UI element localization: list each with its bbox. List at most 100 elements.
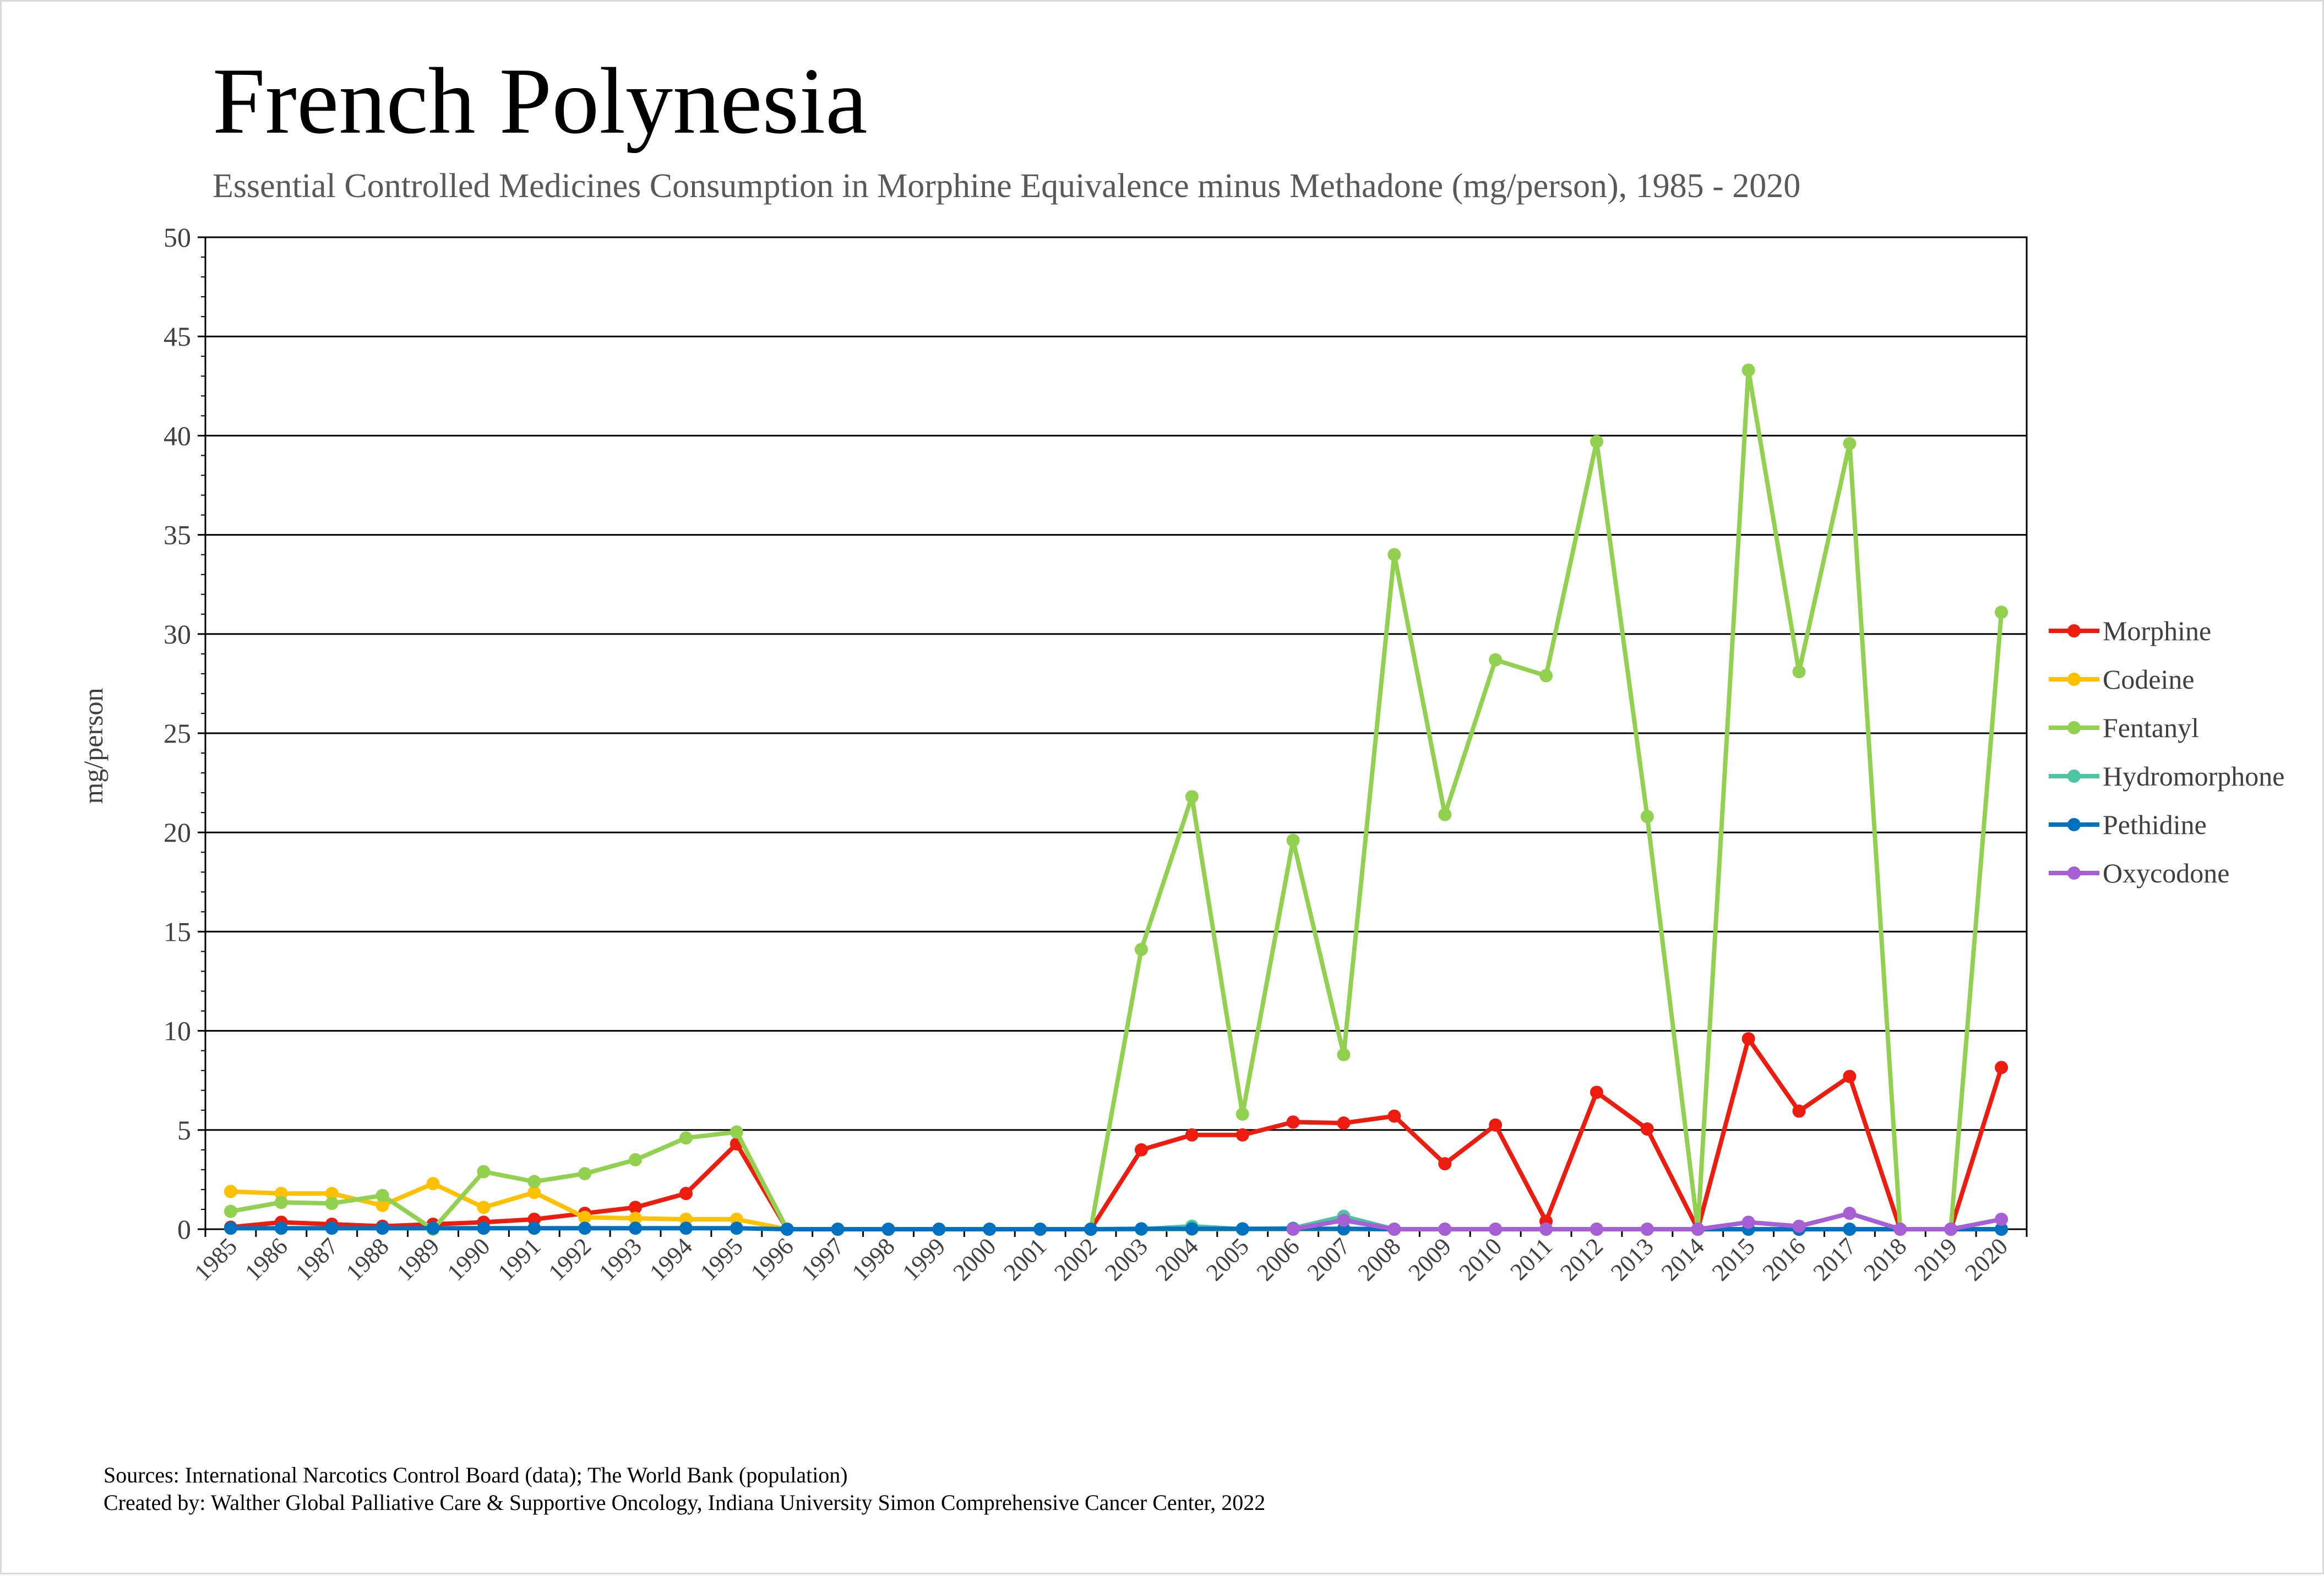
x-tick-label: 2018: [1858, 1233, 1912, 1286]
data-point: [1792, 1219, 1806, 1233]
x-tick-label: 1987: [290, 1233, 344, 1286]
data-point: [1236, 1222, 1249, 1236]
x-tick-label: 2005: [1201, 1233, 1254, 1286]
data-point: [477, 1201, 491, 1214]
data-point: [730, 1125, 743, 1139]
x-tick-label: 2008: [1353, 1233, 1406, 1286]
legend-entry-hydromorphone: Hydromorphone: [2049, 761, 2285, 792]
chart-title: French Polynesia: [213, 49, 867, 154]
x-tick-label: 1990: [442, 1233, 496, 1286]
data-point: [1084, 1223, 1098, 1236]
y-tick-label: 35: [164, 520, 191, 550]
y-tick-labels: 0 5 10 15 20 25 30 35 40 45 50: [164, 222, 191, 1245]
data-point: [730, 1221, 743, 1235]
x-tick-label: 2009: [1403, 1233, 1456, 1286]
data-point: [325, 1197, 339, 1210]
data-point: [1792, 1104, 1806, 1118]
data-point: [1843, 437, 1857, 450]
legend-entry-fentanyl: Fentanyl: [2049, 712, 2199, 743]
x-tick-label: 1985: [189, 1233, 242, 1286]
data-point: [578, 1167, 592, 1181]
series-line: [228, 1226, 2004, 1231]
data-point: [629, 1153, 643, 1166]
data-point: [1590, 435, 1603, 449]
x-tick-label: 2016: [1757, 1233, 1811, 1286]
x-tick-label: 1989: [391, 1233, 445, 1286]
legend-entry-oxycodone: Oxycodone: [2049, 858, 2230, 888]
legend-label: Codeine: [2103, 664, 2195, 695]
data-point: [1185, 1128, 1199, 1142]
legend-swatch-marker: [2067, 818, 2081, 831]
data-point: [274, 1221, 288, 1235]
legend-label: Morphine: [2103, 615, 2211, 646]
y-tick-label: 5: [177, 1115, 191, 1146]
data-point: [224, 1185, 237, 1198]
x-tick-label: 1996: [745, 1233, 799, 1286]
legend-swatch-marker: [2067, 673, 2081, 686]
data-point: [881, 1223, 895, 1236]
x-tick-label: 2014: [1656, 1233, 1710, 1286]
data-point: [1590, 1086, 1603, 1099]
series-oxycodone: [1286, 1207, 2009, 1236]
x-tick-label: 2001: [998, 1233, 1052, 1286]
data-point: [325, 1221, 339, 1235]
data-point: [578, 1210, 592, 1224]
data-point: [983, 1223, 997, 1236]
y-tick-label: 15: [164, 916, 191, 947]
data-point: [1134, 1143, 1148, 1157]
data-point: [375, 1221, 389, 1235]
legend: Morphine Codeine Fentanyl Hydromorphone Peth…: [2049, 615, 2285, 888]
data-point: [1741, 363, 1755, 377]
data-point: [1134, 1222, 1148, 1236]
x-tick-label: 2000: [948, 1233, 1001, 1286]
data-point: [1337, 1116, 1351, 1130]
x-tick-labels: 1985198619871988198919901991199219931994…: [189, 1233, 2013, 1286]
y-tick-label: 10: [164, 1016, 191, 1046]
data-point: [1236, 1107, 1249, 1121]
x-tick-label: 1988: [341, 1233, 394, 1286]
data-point: [1539, 669, 1553, 683]
x-tick-label: 2020: [1960, 1233, 2013, 1286]
data-point: [1640, 1223, 1654, 1236]
x-tick-label: 2010: [1454, 1233, 1507, 1286]
data-point: [1944, 1223, 1958, 1236]
data-point: [1185, 1222, 1199, 1236]
data-point: [1337, 1048, 1351, 1061]
x-tick-label: 2003: [1100, 1233, 1153, 1286]
data-point: [1185, 790, 1199, 804]
data-point: [1741, 1215, 1755, 1229]
data-point: [1995, 606, 2009, 619]
data-point: [679, 1187, 693, 1201]
data-point: [1893, 1223, 1907, 1236]
footer-sources: Sources: International Narcotics Control…: [104, 1463, 848, 1487]
data-point: [375, 1188, 389, 1202]
y-tick-label: 30: [164, 619, 191, 650]
data-point: [780, 1223, 794, 1236]
data-point: [1792, 665, 1806, 679]
data-point: [1438, 808, 1452, 821]
x-tick-label: 2004: [1150, 1233, 1204, 1286]
y-tick-label: 0: [177, 1214, 191, 1245]
data-point: [1995, 1061, 2009, 1075]
data-point: [1843, 1070, 1857, 1083]
legend-swatch-marker: [2067, 721, 2081, 734]
x-tick-label: 1999: [897, 1233, 951, 1286]
data-point: [527, 1221, 541, 1235]
data-point: [578, 1221, 592, 1235]
data-point: [1387, 548, 1401, 561]
series-line: [228, 1037, 2004, 1231]
data-point: [1286, 1223, 1300, 1236]
legend-entry-pethidine: Pethidine: [2049, 809, 2207, 840]
x-tick-label: 1994: [644, 1233, 698, 1286]
x-tick-label: 1997: [796, 1233, 850, 1286]
y-tick-label: 25: [164, 718, 191, 749]
data-point: [1236, 1128, 1249, 1142]
y-tick-label: 40: [164, 420, 191, 451]
data-point: [1489, 1223, 1503, 1236]
data-point: [1387, 1223, 1401, 1236]
data-point: [629, 1212, 643, 1225]
x-tick-label: 2012: [1555, 1233, 1608, 1286]
data-point: [477, 1221, 491, 1235]
